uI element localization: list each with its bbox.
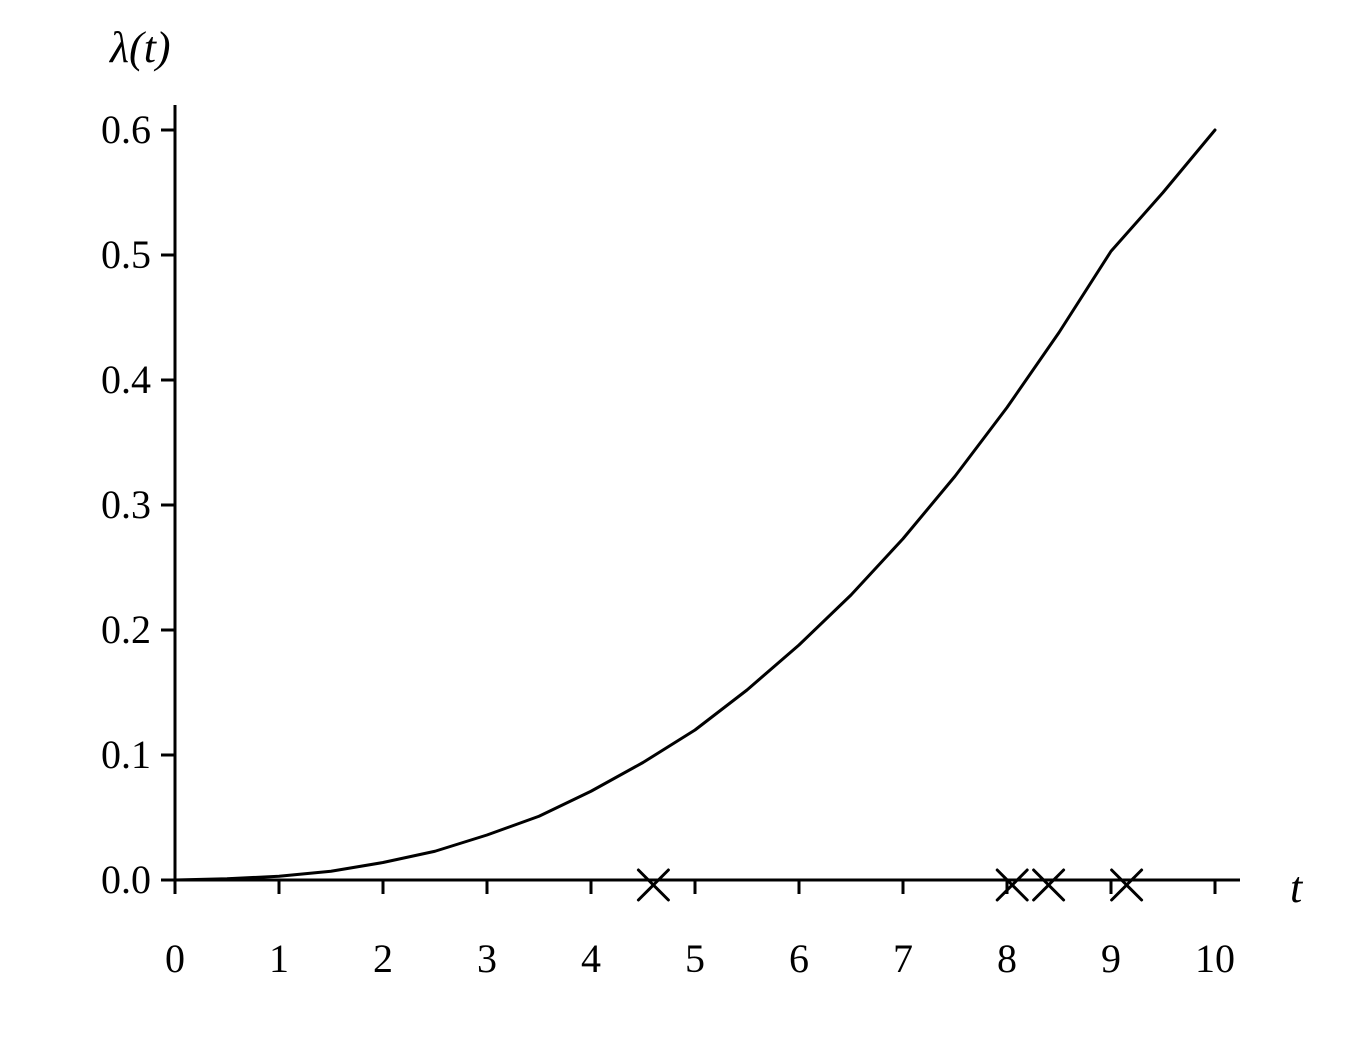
y-tick-label: 0.2 — [61, 606, 151, 653]
y-tick-label: 0.5 — [61, 231, 151, 278]
x-tick-label: 9 — [1081, 935, 1141, 982]
x-tick-label: 7 — [873, 935, 933, 982]
x-tick-label: 10 — [1185, 935, 1245, 982]
y-axis-label: λ(t) — [110, 22, 171, 73]
lambda-curve — [175, 130, 1215, 880]
event-marker — [638, 870, 668, 900]
x-tick-label: 6 — [769, 935, 829, 982]
y-tick-label: 0.4 — [61, 356, 151, 403]
chart-container: λ(t) t 0123456789 10 0.0 0.1 0.2 0.3 0.4 0.5 0.6 — [0, 0, 1369, 1037]
y-tick-label: 0.0 — [61, 856, 151, 903]
event-marker — [1034, 870, 1064, 900]
x-axis-label: t — [1290, 862, 1302, 913]
y-tick-label: 0.6 — [61, 106, 151, 153]
x-tick-label: 8 — [977, 935, 1037, 982]
y-tick-label: 0.3 — [61, 481, 151, 528]
chart-svg — [0, 0, 1369, 1037]
x-tick-label: 4 — [561, 935, 621, 982]
x-tick-label: 2 — [353, 935, 413, 982]
x-tick-label: 5 — [665, 935, 725, 982]
event-marker — [997, 870, 1027, 900]
y-tick-label: 0.1 — [61, 731, 151, 778]
x-tick-label: 1 — [249, 935, 309, 982]
x-tick-label: 0 — [145, 935, 205, 982]
event-marker — [1112, 870, 1142, 900]
x-tick-label: 3 — [457, 935, 517, 982]
